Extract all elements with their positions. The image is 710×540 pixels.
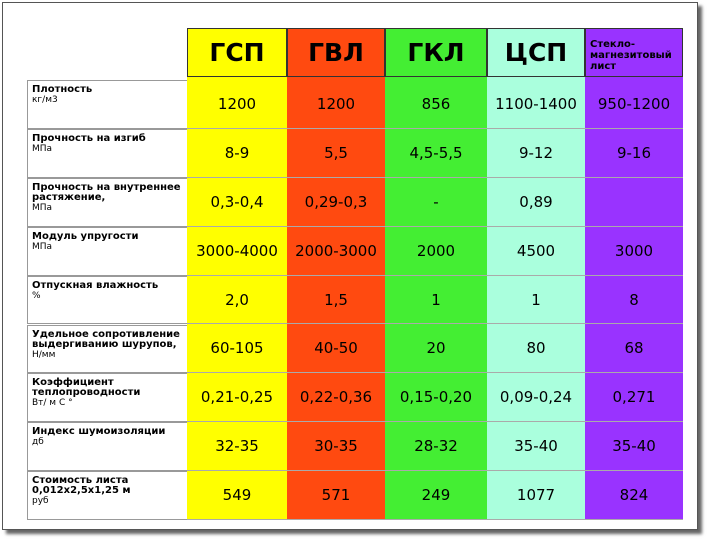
column-header: ЦСП bbox=[487, 28, 585, 77]
value-cell: 20 bbox=[385, 325, 487, 374]
value-cell: 1100-1400 bbox=[487, 80, 585, 129]
value-cell: 571 bbox=[287, 471, 385, 521]
value-cell: 0,89 bbox=[487, 178, 585, 227]
value-cell: 32-35 bbox=[187, 422, 287, 472]
row-unit: руб bbox=[32, 496, 49, 507]
value-cell: 2000 bbox=[385, 227, 487, 276]
value-cell: 0,15-0,20 bbox=[385, 373, 487, 423]
row-name: Прочность на изгиб bbox=[32, 132, 146, 144]
column-bg bbox=[385, 28, 487, 520]
value-cell: 4500 bbox=[487, 227, 585, 276]
row-unit: МПа bbox=[32, 241, 53, 252]
value-cell: 3000 bbox=[585, 227, 683, 276]
row-name: Модуль упругости bbox=[32, 230, 139, 242]
value-cell: 35-40 bbox=[487, 422, 585, 472]
value-cell: 30-35 bbox=[287, 422, 385, 472]
row-name: Плотность bbox=[32, 84, 93, 95]
row-unit: МПа bbox=[32, 143, 53, 154]
row-label: Стоимость листа 0,012х2,5х1,25 м руб bbox=[27, 471, 187, 521]
value-cell: 8 bbox=[585, 276, 683, 325]
value-cell: 856 bbox=[385, 80, 487, 129]
empty-cell bbox=[585, 178, 683, 227]
row-label: Прочность на изгиб МПа bbox=[27, 128, 187, 178]
row-name: Прочность на внутреннее растяжение, bbox=[32, 181, 181, 203]
column-header: ГСП bbox=[187, 28, 287, 77]
value-cell: 68 bbox=[585, 325, 683, 374]
value-cell: 0,271 bbox=[585, 373, 683, 423]
value-cell: 28-32 bbox=[385, 422, 487, 472]
row-label: Плотность кг/м3 bbox=[27, 80, 187, 129]
row-label: Удельное сопротивление выдергиванию шуру… bbox=[27, 324, 187, 374]
value-cell: 5,5 bbox=[287, 129, 385, 178]
row-label: Прочность на внутреннее растяжение, МПа bbox=[27, 177, 187, 227]
value-cell: 0,09-0,24 bbox=[487, 373, 585, 423]
value-cell: 0,29-0,3 bbox=[287, 178, 385, 227]
row-unit: кг/м3 bbox=[32, 95, 58, 105]
row-unit: Н/мм bbox=[32, 349, 56, 360]
row-name: Удельное сопротивление выдергиванию шуру… bbox=[32, 328, 180, 350]
column-header: ГКЛ bbox=[385, 28, 487, 77]
value-cell: 8-9 bbox=[187, 129, 287, 178]
value-cell: 0,21-0,25 bbox=[187, 373, 287, 423]
row-name: Коэффициент теплопроводности bbox=[32, 377, 141, 399]
value-cell: 0,22-0,36 bbox=[287, 373, 385, 423]
value-cell: 40-50 bbox=[287, 325, 385, 374]
row-unit: дб bbox=[32, 437, 44, 448]
column-bg bbox=[287, 28, 385, 520]
value-cell: 60-105 bbox=[187, 325, 287, 374]
column-bg bbox=[187, 28, 287, 520]
row-label: Отпускная влажность% bbox=[27, 275, 187, 325]
value-cell: 1,5 bbox=[287, 276, 385, 325]
value-cell: 0,3-0,4 bbox=[187, 178, 287, 227]
row-unit: МПа bbox=[32, 202, 53, 213]
column-bg bbox=[585, 28, 683, 520]
value-cell: 1077 bbox=[487, 471, 585, 521]
value-cell: 3000-4000 bbox=[187, 227, 287, 276]
value-cell: 2000-3000 bbox=[287, 227, 385, 276]
value-cell: 950-1200 bbox=[585, 80, 683, 129]
row-name: Отпускная влажность bbox=[32, 279, 159, 291]
row-name: Стоимость листа 0,012х2,5х1,25 м bbox=[32, 475, 131, 497]
value-cell: 9-12 bbox=[487, 129, 585, 178]
value-cell: - bbox=[385, 178, 487, 227]
value-cell: 249 bbox=[385, 471, 487, 521]
column-header: Стекло-магнезитовый лист bbox=[585, 28, 683, 77]
value-cell: 1 bbox=[385, 276, 487, 325]
row-label: Индекс шумоизоляции дб bbox=[27, 422, 187, 472]
value-cell: 824 bbox=[585, 471, 683, 521]
value-cell: 549 bbox=[187, 471, 287, 521]
value-cell: 1200 bbox=[287, 80, 385, 129]
row-name: Индекс шумоизоляции bbox=[32, 426, 166, 438]
value-cell: 9-16 bbox=[585, 129, 683, 178]
value-cell: 1200 bbox=[187, 80, 287, 129]
column-bg bbox=[487, 28, 585, 520]
value-cell: 1 bbox=[487, 276, 585, 325]
value-cell: 35-40 bbox=[585, 422, 683, 472]
value-cell: 4,5-5,5 bbox=[385, 129, 487, 178]
row-unit: % bbox=[32, 290, 41, 301]
value-cell: 2,0 bbox=[187, 276, 287, 325]
column-header: ГВЛ bbox=[287, 28, 385, 77]
value-cell: 80 bbox=[487, 325, 585, 374]
row-label: Модуль упругости МПа bbox=[27, 226, 187, 276]
row-unit: Вт/ м С ° bbox=[32, 398, 73, 409]
row-label: Коэффициент теплопроводности Вт/ м С ° bbox=[27, 373, 187, 423]
